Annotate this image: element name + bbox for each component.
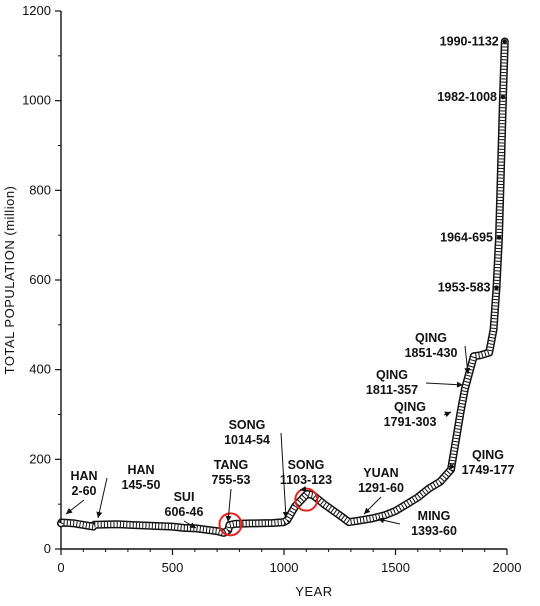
annotation-arrowhead xyxy=(449,463,455,470)
annotation-dynasty: HAN xyxy=(70,469,97,483)
population-series-line xyxy=(57,37,509,537)
annotation-arrow xyxy=(280,432,287,519)
annotation-value: 1749-177 xyxy=(462,463,515,477)
annotation-arrow xyxy=(97,477,108,519)
y-tick-label: 1200 xyxy=(22,3,51,18)
annotation-dynasty: SONG xyxy=(229,418,266,432)
annotation-dynasty: QING xyxy=(415,331,447,345)
annotation-arrowhead xyxy=(464,367,471,374)
dynasty-annotations: HAN2-60HAN145-50SUI606-46TANG755-53SONG1… xyxy=(65,331,515,538)
annotation-arrowhead xyxy=(456,381,463,388)
highlight-circle xyxy=(218,512,243,537)
annotation-value: 606-46 xyxy=(165,505,204,519)
annotation-arrowhead xyxy=(66,507,73,514)
annotation-arrowhead xyxy=(225,515,232,522)
annotation-arrowhead xyxy=(300,486,307,492)
series-hatch xyxy=(58,41,508,536)
annotation-arrowhead xyxy=(96,511,103,518)
point-labels: 1953-583 1964-695 1982-1008 1990-1132 xyxy=(437,34,507,295)
annotation-arrow xyxy=(425,382,464,386)
x-tick-label: 1500 xyxy=(381,560,410,575)
annotation-arrowhead xyxy=(444,411,451,418)
annotation-dynasty: SONG xyxy=(288,458,325,472)
annotation-value: 1103-123 xyxy=(280,473,332,487)
x-tick-label: 0 xyxy=(57,560,64,575)
y-tick-label: 800 xyxy=(29,182,51,197)
y-tick-label: 400 xyxy=(29,362,51,377)
x-tick-label: 500 xyxy=(162,560,184,575)
y-tick-label: 200 xyxy=(29,451,51,466)
y-axis-title: TOTAL POPULATION (million) xyxy=(2,186,17,375)
annotation-value: 1851-430 xyxy=(405,346,458,360)
annotation-value: 1393-60 xyxy=(411,524,457,538)
annotation-value: 1014-54 xyxy=(224,433,270,447)
annotation-arrowhead xyxy=(364,507,371,514)
point-label: 1982-1008 xyxy=(437,90,497,104)
annotation-value: 1291-60 xyxy=(358,481,404,495)
data-point xyxy=(496,235,502,240)
annotation-dynasty: QING xyxy=(472,448,504,462)
data-point xyxy=(502,39,507,44)
data-point xyxy=(500,94,506,100)
annotation-dynasty: MING xyxy=(418,509,451,523)
annotation-dynasty: HAN xyxy=(127,463,154,477)
x-ticks: 0 500 1000 1500 2000 xyxy=(57,549,521,575)
annotation-dynasty: TANG xyxy=(214,458,249,472)
x-tick-label: 1000 xyxy=(270,560,299,575)
highlight-circles xyxy=(218,487,319,537)
y-tick-label: 600 xyxy=(29,272,51,287)
annotation-dynasty: YUAN xyxy=(363,466,398,480)
highlight-circle xyxy=(294,487,319,512)
annotation-arrowhead xyxy=(378,517,385,524)
annotation-dynasty: SUI xyxy=(174,490,195,504)
annotation-dynasty: QING xyxy=(394,400,426,414)
x-axis-title: YEAR xyxy=(295,584,332,599)
annotation-value: 145-50 xyxy=(122,478,161,492)
data-point xyxy=(494,285,499,290)
annotation-value: 1811-357 xyxy=(366,383,418,397)
point-label: 1953-583 xyxy=(438,281,491,295)
x-tick-label: 2000 xyxy=(493,560,522,575)
y-tick-label: 1000 xyxy=(22,93,51,108)
y-tick-label: 0 xyxy=(44,541,51,556)
annotation-value: 2-60 xyxy=(71,484,96,498)
annotation-arrowhead xyxy=(282,511,289,518)
annotation-value: 1791-303 xyxy=(384,415,437,429)
annotation-arrowhead xyxy=(189,522,196,528)
annotation-value: 755-53 xyxy=(212,473,251,487)
point-label: 1990-1132 xyxy=(440,34,499,48)
point-label: 1964-695 xyxy=(440,230,493,244)
y-ticks: 0 200 400 600 800 1000 1200 xyxy=(22,3,61,556)
annotation-dynasty: QING xyxy=(376,368,408,382)
